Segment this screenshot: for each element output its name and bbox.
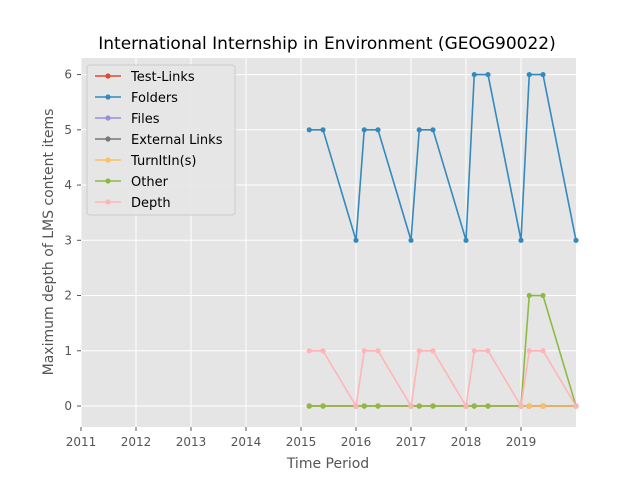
- data-point-depth: [416, 348, 422, 354]
- y-axis-label: Maximum depth of LMS content items: [41, 109, 57, 376]
- data-point-folders: [375, 127, 381, 133]
- data-point-depth: [408, 403, 414, 409]
- chart-title: International Internship in Environment …: [98, 34, 556, 54]
- data-point-depth: [361, 348, 367, 354]
- data-point-other: [375, 403, 381, 409]
- x-tick-label: 2013: [176, 435, 207, 449]
- y-tick-label: 4: [64, 178, 72, 192]
- data-point-depth: [540, 348, 546, 354]
- legend-item-test-links: Test-Links: [95, 70, 195, 85]
- x-tick-label: 2011: [66, 435, 97, 449]
- data-point-other: [416, 403, 422, 409]
- data-point-folders: [430, 127, 436, 133]
- legend-label: Files: [131, 112, 160, 127]
- data-point-folders: [573, 237, 579, 243]
- legend-marker: [105, 136, 111, 142]
- y-tick-label: 3: [64, 233, 72, 247]
- series-layer: [306, 71, 579, 409]
- x-tick-label: 2016: [341, 435, 372, 449]
- x-axis: 2011 2012 2013 2014 2015 2016 2017 2018 2019: [66, 427, 537, 449]
- legend-marker: [105, 94, 111, 100]
- x-tick-label: 2014: [231, 435, 262, 449]
- data-point-other: [306, 403, 312, 409]
- data-point-other: [361, 403, 367, 409]
- data-point-folders: [518, 237, 524, 243]
- series-depth: [306, 348, 579, 409]
- data-point-turnitin-s: [526, 403, 532, 409]
- legend-marker: [105, 199, 111, 205]
- legend-label: TurnItIn(s): [130, 154, 196, 169]
- data-point-depth: [430, 348, 436, 354]
- data-point-other: [430, 403, 436, 409]
- legend-marker: [105, 178, 111, 184]
- legend-box: [86, 64, 236, 216]
- data-point-other: [485, 403, 491, 409]
- data-point-depth: [526, 348, 532, 354]
- legend-item-files: Files: [95, 112, 160, 127]
- data-point-turnitin-s: [540, 403, 546, 409]
- data-point-folders: [416, 127, 422, 133]
- x-axis-label: Time Period: [286, 456, 369, 472]
- legend-label: Test-Links: [130, 70, 195, 85]
- data-point-depth: [485, 348, 491, 354]
- x-tick-label: 2015: [286, 435, 317, 449]
- data-point-folders: [320, 127, 326, 133]
- data-point-folders: [526, 71, 532, 78]
- legend-item-depth: Depth: [95, 196, 171, 211]
- data-point-other: [540, 292, 546, 299]
- data-point-depth: [375, 348, 381, 354]
- legend-label: External Links: [131, 133, 223, 148]
- legend-marker: [105, 73, 111, 79]
- y-tick-label: 6: [64, 68, 72, 82]
- legend: Test-Links Folders Files External Links Turn…: [86, 64, 236, 216]
- legend-item-other: Other: [95, 175, 169, 190]
- data-point-folders: [353, 237, 359, 243]
- legend-item-external-links: External Links: [95, 133, 223, 148]
- legend-item-turnitin-s: TurnItIn(s): [95, 154, 196, 169]
- legend-label: Folders: [131, 91, 178, 106]
- data-point-folders: [540, 71, 546, 78]
- y-tick-label: 5: [64, 123, 72, 137]
- legend-label: Other: [131, 175, 169, 190]
- data-point-other: [526, 292, 532, 299]
- legend-marker: [105, 157, 111, 163]
- data-point-folders: [471, 71, 477, 78]
- data-point-depth: [518, 403, 524, 409]
- data-point-depth: [306, 348, 312, 354]
- data-point-folders: [361, 127, 367, 133]
- data-point-depth: [471, 348, 477, 354]
- y-tick-label: 0: [64, 399, 72, 413]
- x-tick-label: 2012: [121, 435, 152, 449]
- series-folders: [306, 71, 579, 243]
- data-point-depth: [353, 403, 359, 409]
- legend-item-folders: Folders: [95, 91, 178, 106]
- data-point-folders: [306, 127, 312, 133]
- y-tick-label: 2: [64, 289, 72, 303]
- data-point-other: [320, 403, 326, 409]
- legend-marker: [105, 115, 111, 121]
- data-point-folders: [485, 71, 491, 78]
- data-point-other: [471, 403, 477, 409]
- x-tick-label: 2017: [396, 435, 427, 449]
- y-tick-label: 1: [64, 344, 72, 358]
- legend-label: Depth: [131, 196, 171, 211]
- data-point-folders: [408, 237, 414, 243]
- x-tick-label: 2018: [451, 435, 482, 449]
- data-point-depth: [320, 348, 326, 354]
- data-point-folders: [463, 237, 469, 243]
- data-point-depth: [573, 403, 579, 409]
- data-point-depth: [463, 403, 469, 409]
- x-tick-label: 2019: [506, 435, 537, 449]
- y-axis: 0 1 2 3 4 5 6: [64, 68, 81, 413]
